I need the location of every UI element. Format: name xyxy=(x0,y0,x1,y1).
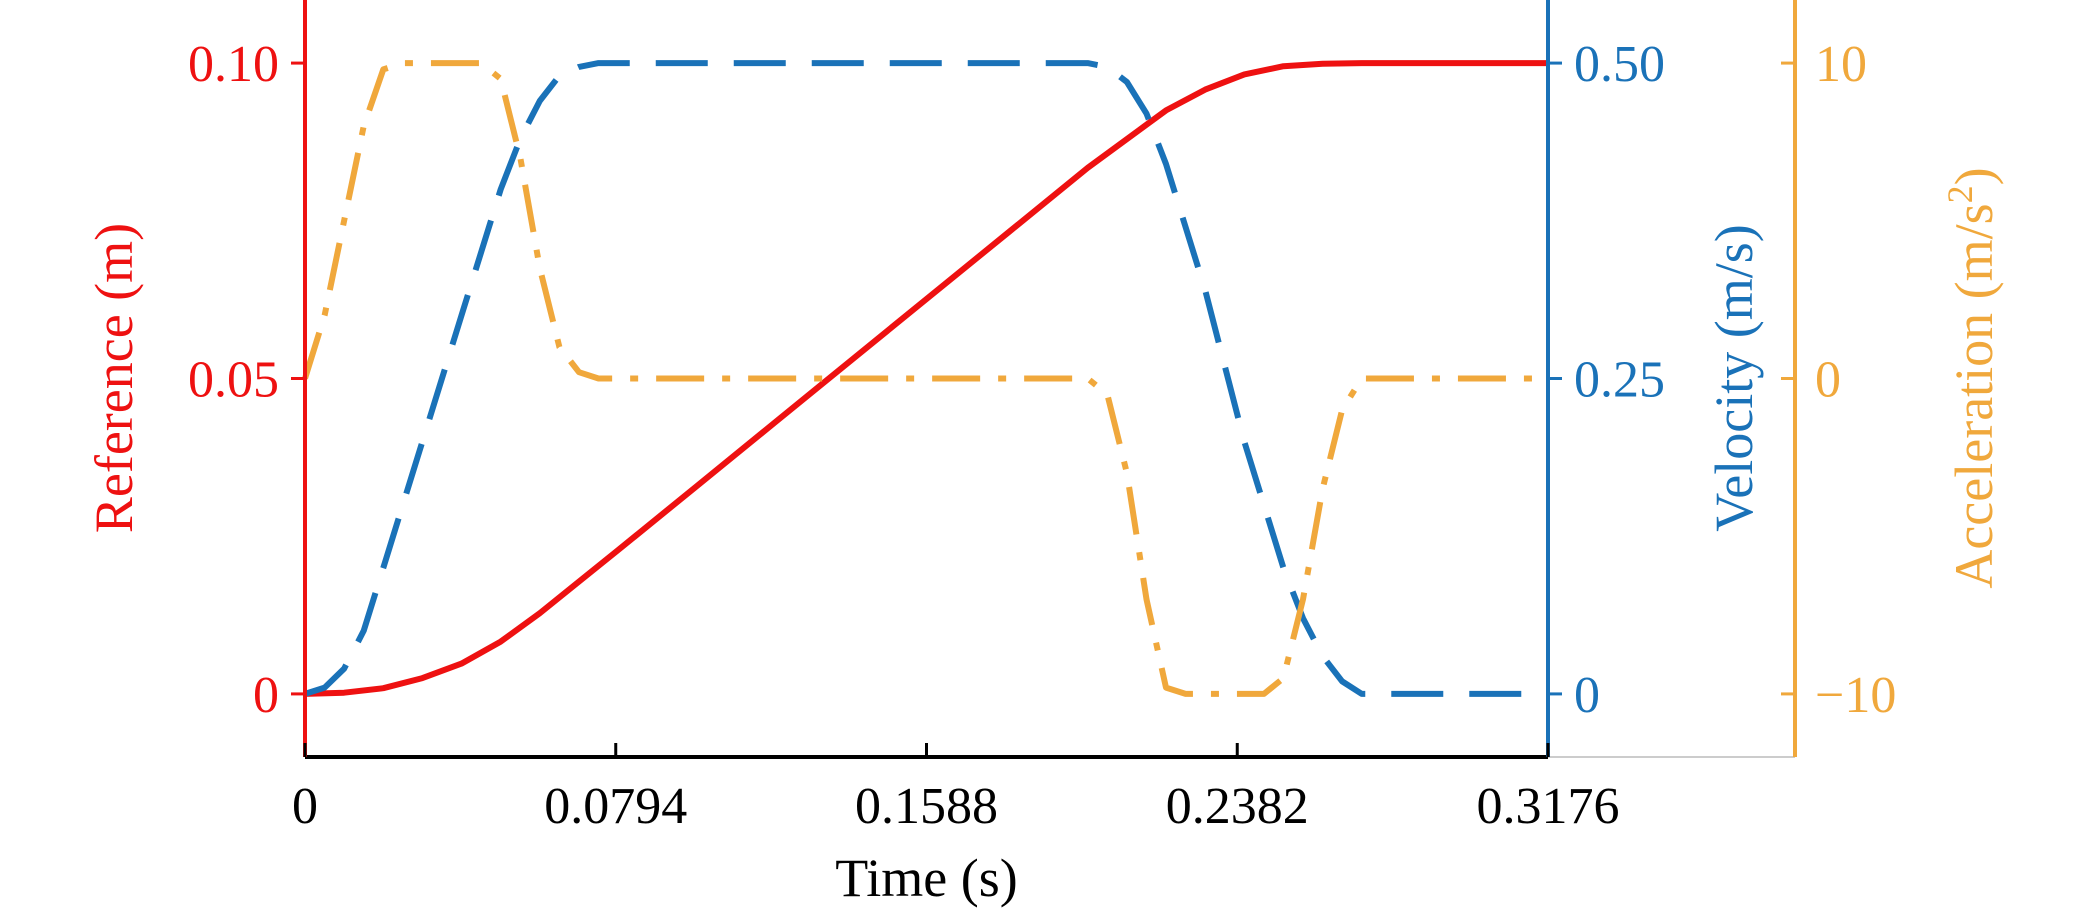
reference-tick-label: 0.10 xyxy=(188,36,279,93)
x-tick-label: 0.1588 xyxy=(855,778,998,835)
acceleration-tick-label: 0 xyxy=(1815,352,1841,409)
x-tick-label: 0 xyxy=(292,778,318,835)
x-tick-label: 0.2382 xyxy=(1166,778,1309,835)
velocity-tick-label: 0.50 xyxy=(1574,36,1665,93)
velocity-axis-title: Velocity (m/s) xyxy=(1704,224,1764,531)
x-tick-label: 0.3176 xyxy=(1477,778,1620,835)
velocity-tick-label: 0 xyxy=(1574,667,1600,724)
x-axis-title: Time (s) xyxy=(835,848,1018,908)
x-tick-label: 0.0794 xyxy=(544,778,687,835)
acceleration-tick-label: −10 xyxy=(1815,667,1896,724)
acceleration-axis-title: Acceleration (m/s2) xyxy=(1940,167,2004,588)
series-line-velocity xyxy=(304,60,1548,697)
acceleration-axis-title-superscript: 2 xyxy=(1940,185,1980,203)
acceleration-axis-title-end: ) xyxy=(1944,167,2004,185)
acceleration-tick-label: 10 xyxy=(1815,36,1867,93)
series-layer xyxy=(302,60,1548,697)
reference-tick-label: 0.05 xyxy=(188,352,279,409)
plot-area: 0 0.0794 0.1588 0.2382 0.3176 0 0.05 0.10 0 0.25 0… xyxy=(188,0,1896,835)
reference-tick-label: 0 xyxy=(253,667,279,724)
series-line-acceleration xyxy=(302,60,1548,697)
acceleration-axis-title-main: Acceleration (m/s xyxy=(1944,203,2004,588)
series-line-reference xyxy=(304,60,1548,697)
ticks-layer: 0 0.0794 0.1588 0.2382 0.3176 0 0.05 0.10 0 0.25 0… xyxy=(188,36,1896,835)
velocity-tick-label: 0.25 xyxy=(1574,352,1665,409)
reference-axis-title: Reference (m) xyxy=(84,223,144,533)
